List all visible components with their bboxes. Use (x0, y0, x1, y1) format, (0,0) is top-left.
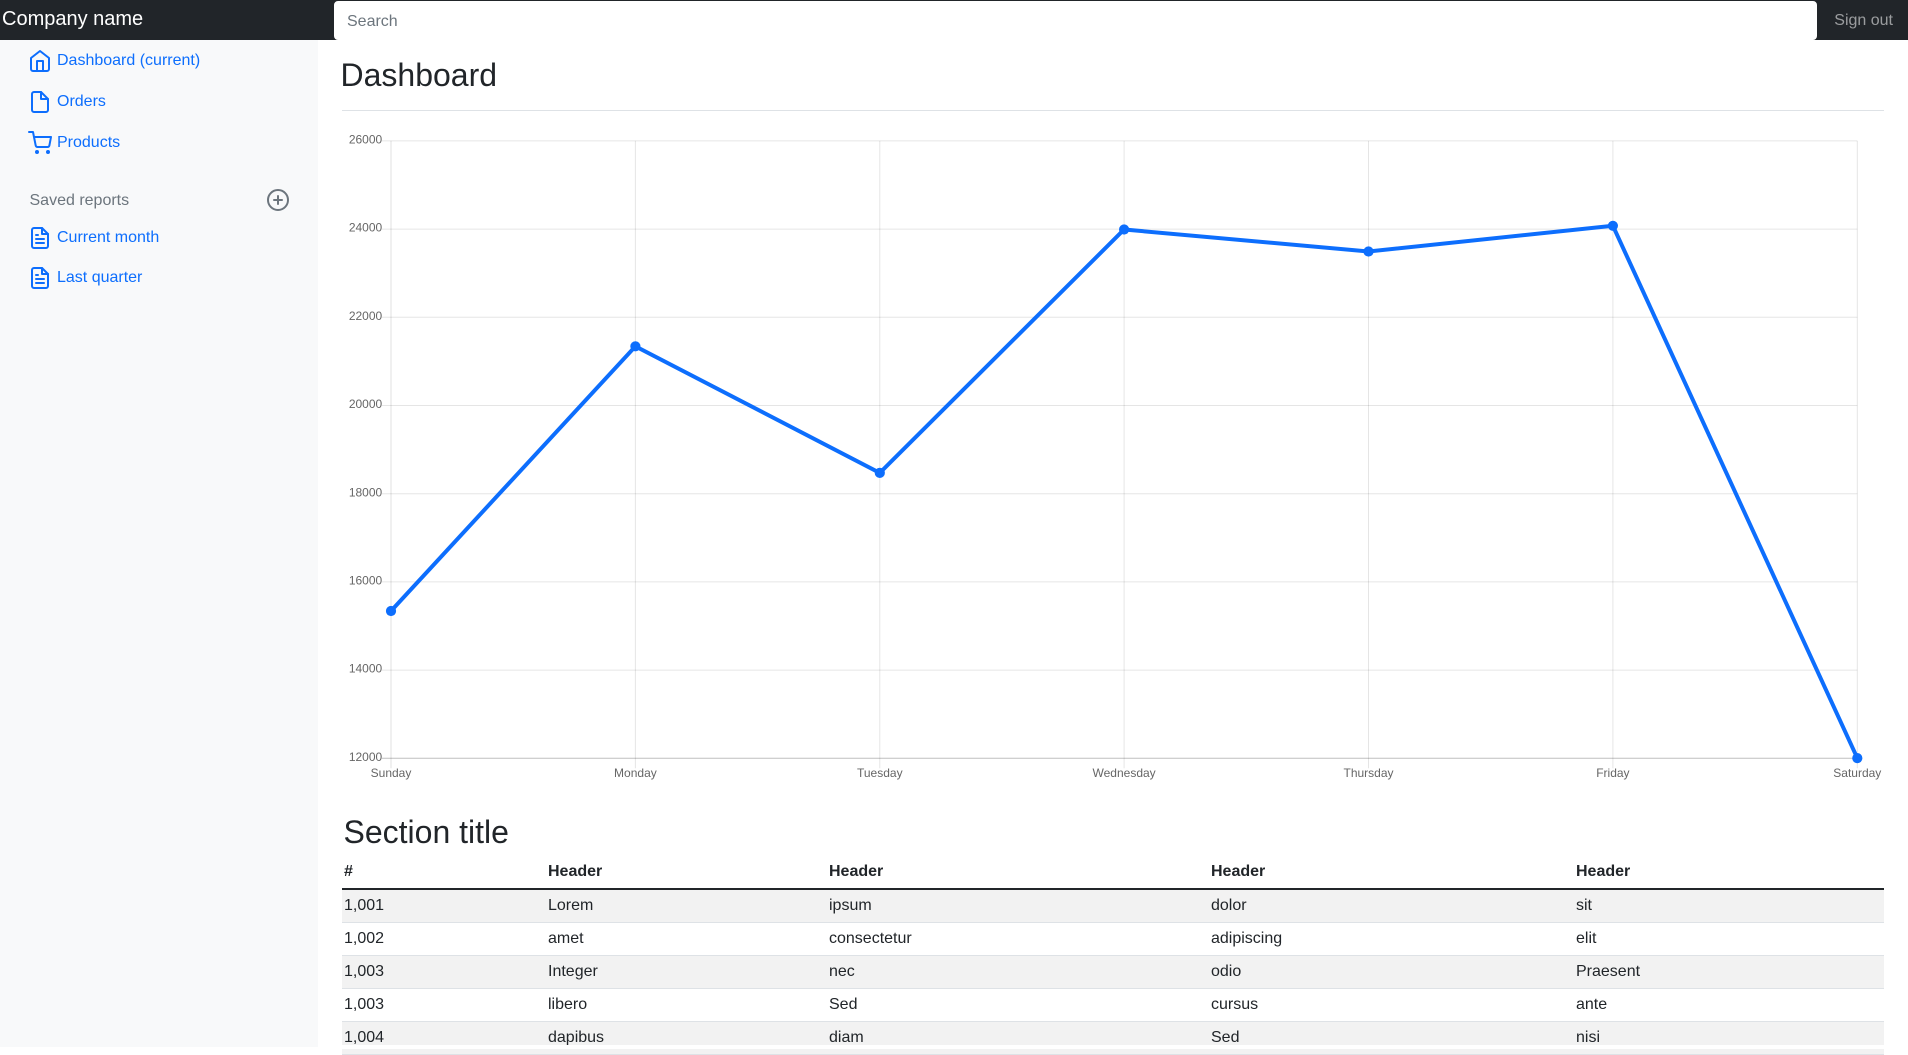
svg-text:16000: 16000 (349, 574, 383, 588)
svg-text:Saturday: Saturday (1833, 766, 1881, 780)
svg-text:Wednesday: Wednesday (1093, 766, 1156, 780)
svg-text:20000: 20000 (349, 397, 383, 411)
svg-text:26000: 26000 (349, 133, 383, 147)
svg-text:22000: 22000 (349, 309, 383, 323)
svg-text:Friday: Friday (1596, 766, 1629, 780)
svg-text:14000: 14000 (349, 662, 383, 676)
svg-text:18000: 18000 (349, 485, 383, 499)
svg-text:12000: 12000 (349, 750, 383, 764)
svg-text:Tuesday: Tuesday (857, 766, 903, 780)
svg-text:24000: 24000 (349, 221, 383, 235)
svg-text:Sunday: Sunday (371, 766, 412, 780)
svg-text:Thursday: Thursday (1343, 766, 1393, 780)
svg-text:Monday: Monday (614, 766, 657, 780)
